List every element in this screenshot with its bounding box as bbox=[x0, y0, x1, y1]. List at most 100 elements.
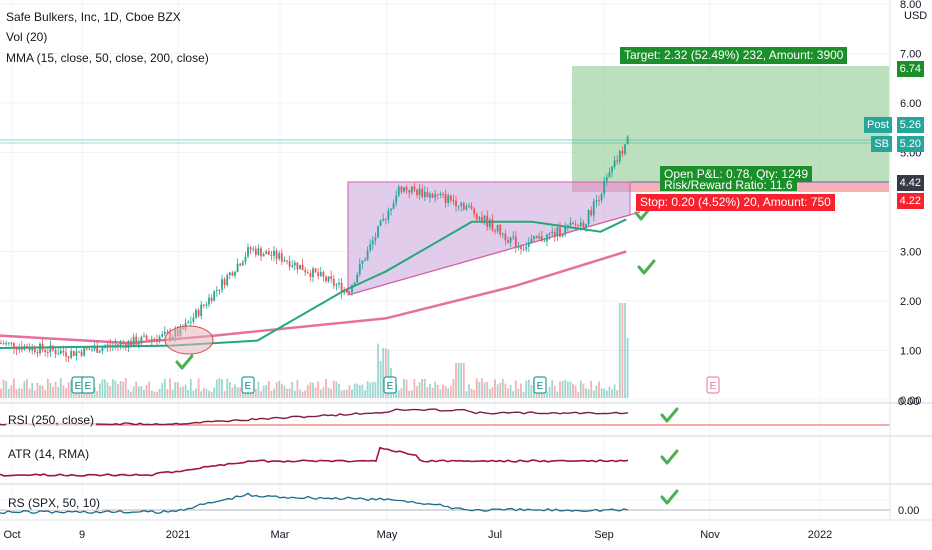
candle-body bbox=[215, 289, 218, 292]
candle-body bbox=[478, 217, 481, 220]
candle-body bbox=[543, 241, 546, 243]
candle-body bbox=[280, 253, 283, 262]
candle-body bbox=[96, 346, 99, 353]
candle-body bbox=[520, 246, 522, 250]
candle-body bbox=[439, 193, 442, 195]
volume-bar bbox=[299, 389, 301, 398]
volume-bar bbox=[574, 385, 577, 398]
volume-bar bbox=[548, 386, 551, 398]
candle-body bbox=[309, 273, 312, 278]
candle-body bbox=[361, 260, 364, 264]
volume-bar bbox=[377, 343, 379, 398]
candle-body bbox=[319, 272, 322, 276]
mma-legend[interactable]: MMA (15, close, 50, close, 200, close) bbox=[6, 51, 209, 65]
atr-legend[interactable]: ATR (14, RMA) bbox=[6, 447, 92, 461]
candle-body bbox=[192, 317, 195, 322]
candle-body bbox=[413, 186, 416, 190]
rsi-legend[interactable]: RSI (250, close) bbox=[6, 413, 97, 427]
volume-bar bbox=[158, 388, 161, 398]
volume-bar bbox=[488, 388, 491, 398]
volume-bar bbox=[569, 381, 572, 398]
candlestick-series bbox=[0, 134, 629, 363]
candle-body bbox=[546, 234, 548, 242]
volume-bar bbox=[553, 386, 556, 398]
candle-body bbox=[371, 240, 374, 245]
volume-bar bbox=[31, 382, 34, 398]
candle-body bbox=[585, 224, 587, 228]
earnings-marker-glyph: E bbox=[710, 381, 717, 392]
candle-body bbox=[374, 237, 377, 241]
candle-body bbox=[444, 194, 447, 203]
volume-bar bbox=[522, 391, 525, 398]
volume-bar bbox=[579, 380, 582, 398]
candle-body bbox=[223, 279, 226, 285]
candle-body bbox=[421, 188, 424, 198]
volume-bar bbox=[218, 378, 221, 398]
volume-bar bbox=[117, 384, 119, 398]
candle-body bbox=[504, 233, 507, 241]
rs-legend[interactable]: RS (SPX, 50, 10) bbox=[6, 496, 103, 510]
volume-bar bbox=[54, 381, 57, 398]
volume-bar bbox=[65, 388, 67, 398]
earnings-marker-icon[interactable] bbox=[706, 376, 720, 394]
volume-bar bbox=[72, 391, 75, 398]
candle-body bbox=[205, 304, 208, 306]
time-tick-label: 9 bbox=[79, 529, 85, 541]
volume-bar bbox=[475, 378, 478, 398]
volume-bar bbox=[2, 379, 5, 398]
price-tick-label: 0.00 bbox=[900, 395, 921, 407]
earnings-marker-glyph: E bbox=[245, 381, 252, 392]
candle-body bbox=[23, 346, 26, 350]
volume-bar bbox=[200, 391, 203, 398]
volume-bar bbox=[366, 380, 369, 398]
candle-body bbox=[213, 291, 216, 301]
volume-legend[interactable]: Vol (20) bbox=[6, 30, 48, 44]
candle-body bbox=[299, 264, 301, 270]
volume-bar bbox=[10, 385, 13, 398]
candle-body bbox=[67, 356, 70, 358]
candle-body bbox=[153, 338, 156, 340]
volume-bar bbox=[421, 378, 424, 398]
volume-bar bbox=[345, 389, 348, 398]
volume-bar bbox=[585, 388, 587, 398]
symbol-legend[interactable]: Safe Bulkers, Inc, 1D, Cboe BZX bbox=[6, 10, 181, 24]
volume-bar bbox=[187, 390, 190, 398]
earnings-marker-icon[interactable] bbox=[533, 376, 547, 394]
candle-body bbox=[104, 346, 106, 348]
candle-body bbox=[195, 309, 197, 318]
candle-body bbox=[304, 270, 307, 273]
candle-body bbox=[345, 289, 348, 293]
candle-body bbox=[501, 233, 504, 235]
volume-bar bbox=[530, 384, 533, 398]
volume-bar bbox=[361, 384, 364, 398]
volume-bar bbox=[111, 379, 114, 398]
candle-body bbox=[119, 342, 122, 346]
volume-bar bbox=[304, 390, 307, 398]
price-tick-label: 3.00 bbox=[900, 247, 921, 259]
volume-bar bbox=[605, 390, 608, 398]
candle-body bbox=[54, 349, 57, 355]
price-tick-label: 7.00 bbox=[900, 49, 921, 61]
volume-bar bbox=[319, 389, 322, 398]
candle-body bbox=[257, 248, 260, 255]
volume-bar bbox=[26, 379, 28, 398]
volume-bar bbox=[358, 384, 361, 398]
volume-bar bbox=[429, 384, 431, 398]
price-tick-label: 1.00 bbox=[900, 346, 921, 358]
volume-bar bbox=[379, 361, 382, 398]
volume-bars bbox=[0, 303, 629, 398]
ascending-triangle bbox=[347, 181, 631, 296]
volume-bar bbox=[525, 380, 528, 398]
volume-bar bbox=[416, 386, 418, 398]
volume-bar bbox=[5, 381, 8, 398]
volume-bar bbox=[221, 379, 223, 398]
sb-price-tag: 5.20 bbox=[896, 136, 924, 152]
volume-bar bbox=[36, 382, 39, 398]
earnings-marker-icon[interactable] bbox=[241, 376, 255, 394]
earnings-marker-icon[interactable] bbox=[383, 376, 397, 394]
volume-bar bbox=[49, 383, 52, 398]
earnings-marker-icon[interactable] bbox=[81, 376, 95, 394]
candle-body bbox=[616, 160, 619, 162]
volume-bar bbox=[46, 378, 49, 398]
